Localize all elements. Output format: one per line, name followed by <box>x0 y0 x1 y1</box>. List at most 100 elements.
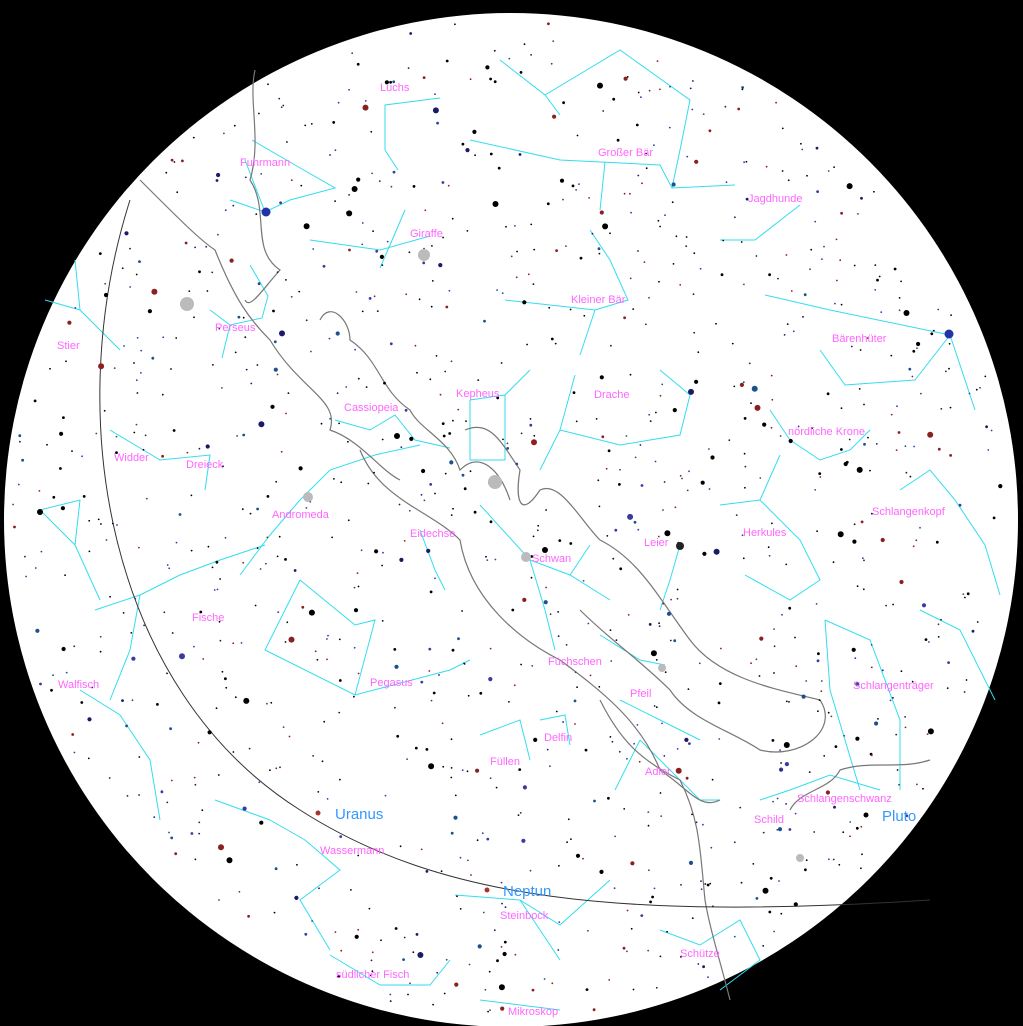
star <box>469 78 472 81</box>
star <box>236 435 239 437</box>
star <box>168 567 171 570</box>
star <box>71 450 73 452</box>
star <box>750 402 752 405</box>
star <box>785 803 787 805</box>
star <box>762 831 765 834</box>
star <box>927 728 934 735</box>
star <box>500 946 503 948</box>
star <box>176 191 179 194</box>
star <box>653 144 655 147</box>
star <box>773 645 776 648</box>
deep-sky-object <box>796 854 804 862</box>
star <box>750 662 752 665</box>
constellation-line <box>94 544 266 611</box>
star <box>742 381 745 384</box>
star <box>328 337 331 340</box>
star <box>378 180 381 183</box>
star <box>776 828 779 831</box>
star <box>194 246 197 249</box>
star <box>605 467 608 470</box>
star <box>384 794 387 797</box>
star <box>720 273 724 277</box>
star <box>752 863 755 865</box>
constellation-line <box>919 609 996 701</box>
star <box>322 264 326 268</box>
star <box>477 379 480 381</box>
star <box>447 184 450 187</box>
star <box>420 680 424 684</box>
star <box>874 289 877 291</box>
star <box>743 283 745 286</box>
star <box>172 429 176 432</box>
star <box>314 650 317 653</box>
star <box>618 750 621 753</box>
star <box>316 658 319 661</box>
star <box>371 970 374 973</box>
star <box>381 564 383 567</box>
star <box>270 701 273 704</box>
star <box>725 181 728 184</box>
star <box>552 114 557 119</box>
star <box>450 360 453 363</box>
star <box>609 629 612 631</box>
star <box>485 555 487 558</box>
star <box>250 382 253 385</box>
star <box>843 734 846 737</box>
label-noerdliche-krone: nördliche Krone <box>788 426 865 438</box>
constellation-line <box>599 634 666 666</box>
star <box>890 354 893 357</box>
star <box>662 602 665 605</box>
star <box>632 988 635 991</box>
star <box>489 520 493 524</box>
star <box>357 672 360 675</box>
star <box>161 454 165 458</box>
star <box>486 837 490 841</box>
star <box>689 87 692 90</box>
constellation-line <box>949 334 976 411</box>
star <box>653 887 656 890</box>
star <box>445 59 449 63</box>
star <box>459 856 462 859</box>
star <box>493 80 497 84</box>
constellation-line <box>239 499 301 576</box>
star <box>340 949 343 952</box>
star <box>348 194 350 196</box>
star <box>650 650 657 657</box>
star <box>675 767 682 774</box>
star <box>550 337 554 341</box>
star <box>575 189 577 191</box>
star <box>321 760 324 763</box>
star <box>671 201 674 204</box>
star <box>688 860 694 866</box>
star <box>223 132 225 135</box>
star <box>116 524 118 526</box>
label-leier: Leier <box>644 537 669 549</box>
star <box>823 245 825 248</box>
star <box>932 329 935 332</box>
star <box>188 290 191 292</box>
star <box>904 726 907 729</box>
star <box>717 701 721 705</box>
star <box>475 768 480 773</box>
star <box>731 342 734 345</box>
star <box>858 388 861 390</box>
star <box>839 259 842 262</box>
star <box>73 751 76 754</box>
star <box>693 252 696 255</box>
star <box>87 717 92 722</box>
star <box>483 319 486 323</box>
star <box>194 858 197 861</box>
star <box>409 436 414 441</box>
star <box>597 247 601 251</box>
star <box>840 303 843 306</box>
star <box>154 292 157 294</box>
star <box>659 394 662 397</box>
star <box>762 887 769 894</box>
star <box>712 905 714 908</box>
constellation-line <box>244 159 266 213</box>
star <box>964 596 966 599</box>
star <box>422 76 426 79</box>
star <box>403 936 406 939</box>
star <box>310 123 313 125</box>
constellation-line <box>614 739 641 791</box>
